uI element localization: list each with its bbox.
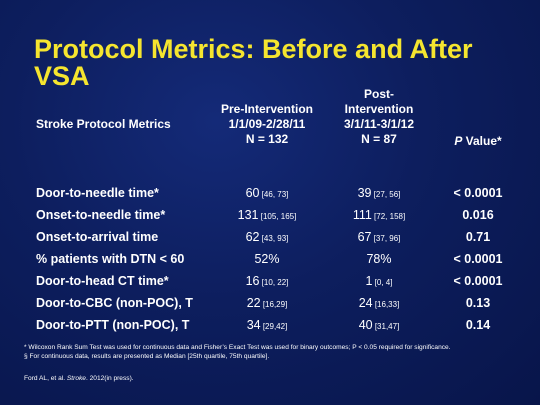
pre-iqr: [29,42] <box>260 322 288 331</box>
pre-median: 62 <box>245 230 260 244</box>
pre-median: 60 <box>245 186 260 200</box>
pre-iqr: [16,29] <box>260 300 288 309</box>
header-post-line: N = 87 <box>361 132 397 146</box>
p-value: < 0.0001 <box>453 274 503 288</box>
p-value: 0.016 <box>462 208 494 222</box>
metric-label: Onset-to-needle time* <box>36 208 166 222</box>
pre-median: 34 <box>246 318 261 332</box>
post-iqr: [31,47] <box>372 322 400 331</box>
pre-value: 34 [29,42] <box>208 318 326 332</box>
table-row: Onset-to-arrival time 62 [43, 93] 67 [37… <box>0 230 540 250</box>
post-median: 39 <box>357 186 372 200</box>
header-post-line: Post- <box>364 87 394 101</box>
metric-label: Door-to-CBC (non-POC), T <box>36 296 193 310</box>
citation-rest: . 2012(in press). <box>85 375 134 382</box>
pre-iqr: [43, 93] <box>259 234 289 243</box>
post-median: 24 <box>358 296 373 310</box>
citation-journal: Stroke <box>66 375 86 382</box>
pre-median: 22 <box>246 296 261 310</box>
p-value: < 0.0001 <box>453 252 503 266</box>
pre-value: 62 [43, 93] <box>208 230 326 244</box>
citation: Ford AL, et al. Stroke. 2012(in press). <box>24 375 134 382</box>
metric-label: Onset-to-arrival time <box>36 230 159 244</box>
post-median: 1 <box>365 274 373 288</box>
post-value: 67 [37, 96] <box>330 230 428 244</box>
header-post-intervention: Post- Intervention 3/1/11-3/1/12 N = 87 <box>330 87 428 147</box>
p-value: 0.71 <box>465 230 491 244</box>
pre-value: 16 [10, 22] <box>208 274 326 288</box>
table-row: Door-to-head CT time* 16 [10, 22] 1 [0, … <box>0 274 540 294</box>
p-value: < 0.0001 <box>453 186 503 200</box>
header-pre-intervention: Pre-Intervention 1/1/09-2/28/11 N = 132 <box>208 102 326 147</box>
post-iqr: [0, 4] <box>372 278 393 287</box>
slide-title: Protocol Metrics: Before and After VSA <box>34 34 473 91</box>
header-metric: Stroke Protocol Metrics <box>36 117 171 131</box>
header-pre-line: N = 132 <box>245 132 289 146</box>
footnote-statistics: * Wilcoxon Rank Sum Test was used for co… <box>24 344 451 351</box>
p-value: 0.14 <box>465 318 491 332</box>
post-value: 1 [0, 4] <box>330 274 428 288</box>
header-p-rest: Value* <box>462 134 502 148</box>
pre-median: 131 <box>237 208 259 222</box>
post-median: 40 <box>358 318 373 332</box>
pre-median: 52% <box>254 252 280 266</box>
header-post-line: Intervention <box>344 102 414 116</box>
post-value: 78% <box>330 252 428 266</box>
post-median: 111 <box>352 208 372 222</box>
header-p-value: P Value* <box>438 134 518 149</box>
post-value: 40 [31,47] <box>330 318 428 332</box>
p-value: 0.13 <box>465 296 491 310</box>
post-iqr: [72, 158] <box>371 212 406 221</box>
header-pre-line: Pre-Intervention <box>220 102 313 116</box>
metric-label: Door-to-PTT (non-POC), T <box>36 318 190 332</box>
pre-iqr: [105, 165] <box>258 212 297 221</box>
table-row: % patients with DTN < 60 52% 78% < 0.000… <box>0 252 540 272</box>
table-row: Door-to-needle time* 60 [46, 73] 39 [27,… <box>0 186 540 206</box>
footnote-median: § For continuous data, results are prese… <box>24 353 270 360</box>
pre-iqr: [46, 73] <box>259 190 289 199</box>
table-row: Door-to-CBC (non-POC), T 22 [16,29] 24 [… <box>0 296 540 316</box>
header-pre-line: 1/1/09-2/28/11 <box>228 117 306 131</box>
table-row: Onset-to-needle time* 131 [105, 165] 111… <box>0 208 540 228</box>
post-value: 24 [16,33] <box>330 296 428 310</box>
post-iqr: [27, 56] <box>371 190 401 199</box>
post-median: 67 <box>357 230 372 244</box>
pre-value: 22 [16,29] <box>208 296 326 310</box>
header-p-italic: P <box>454 134 463 148</box>
citation-authors: Ford AL, et al. <box>24 375 67 382</box>
pre-iqr: [10, 22] <box>259 278 289 287</box>
metric-label: Door-to-needle time* <box>36 186 159 200</box>
pre-value: 131 [105, 165] <box>208 208 326 222</box>
post-iqr: [37, 96] <box>371 234 401 243</box>
pre-value: 60 [46, 73] <box>208 186 326 200</box>
table-row: Door-to-PTT (non-POC), T 34 [29,42] 40 [… <box>0 318 540 338</box>
post-value: 111 [72, 158] <box>330 208 428 222</box>
post-median: 78% <box>366 252 392 266</box>
post-value: 39 [27, 56] <box>330 186 428 200</box>
header-post-line: 3/1/11-3/1/12 <box>343 117 415 131</box>
metric-label: % patients with DTN < 60 <box>36 252 185 266</box>
pre-median: 16 <box>245 274 260 288</box>
metric-label: Door-to-head CT time* <box>36 274 169 288</box>
post-iqr: [16,33] <box>372 300 400 309</box>
pre-value: 52% <box>208 252 326 266</box>
